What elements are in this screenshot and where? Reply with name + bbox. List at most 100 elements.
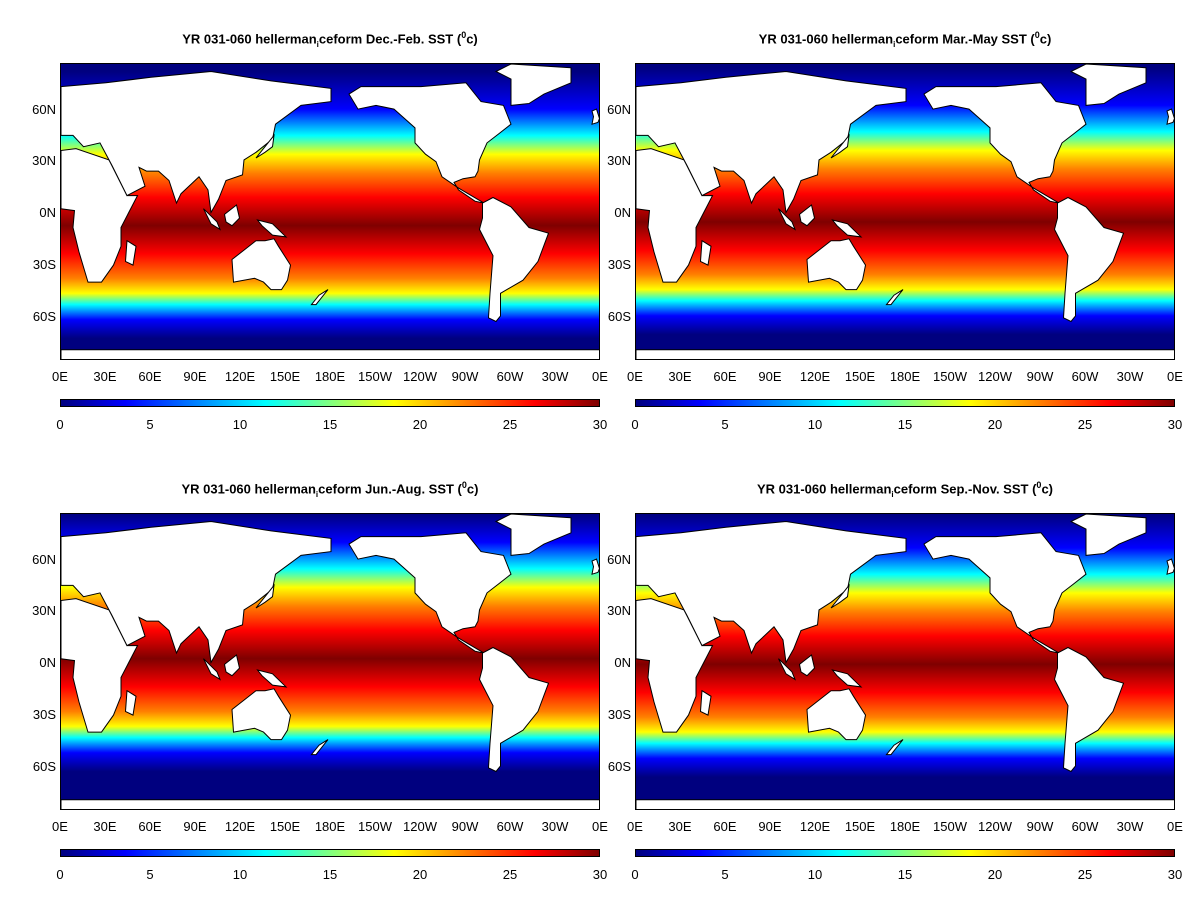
panel-title: YR 031-060 hellermaniceform Mar.-May SST… bbox=[758, 30, 1052, 49]
sst-field bbox=[61, 514, 599, 809]
land-mass bbox=[831, 669, 863, 688]
lon-label: 0E bbox=[592, 369, 608, 384]
lat-label: 0N bbox=[614, 655, 631, 670]
land-mass bbox=[61, 799, 599, 809]
land-mass bbox=[806, 688, 867, 741]
land-mass bbox=[203, 208, 222, 231]
colorbar-tick-label: 10 bbox=[232, 417, 248, 432]
land-mass bbox=[256, 669, 288, 688]
land-mass bbox=[478, 646, 550, 773]
lon-label: 120W bbox=[978, 369, 1012, 384]
lon-label: 0E bbox=[52, 819, 68, 834]
lon-label: 90W bbox=[1026, 819, 1054, 834]
lon-label: 30E bbox=[668, 819, 692, 834]
lon-label: 0E bbox=[1167, 819, 1183, 834]
lon-label: 120W bbox=[978, 819, 1012, 834]
land-mass bbox=[636, 799, 1174, 809]
colorbar bbox=[635, 849, 1175, 857]
land-mass bbox=[699, 689, 712, 716]
colorbar-tick-label: 0 bbox=[631, 867, 639, 882]
land-mass bbox=[885, 289, 904, 306]
lat-label: 60N bbox=[32, 102, 56, 117]
lon-label: 30W bbox=[1116, 819, 1144, 834]
colorbar-tick-label: 10 bbox=[807, 417, 823, 432]
colorbar-tick-label: 20 bbox=[412, 417, 428, 432]
lon-label: 150E bbox=[269, 819, 301, 834]
land-mass bbox=[61, 70, 332, 215]
land-mass bbox=[203, 658, 222, 681]
lon-label: 120W bbox=[403, 369, 437, 384]
land-mass bbox=[1069, 514, 1147, 556]
panel-title: YR 031-060 hellermaniceform Jun.-Aug. SS… bbox=[181, 480, 479, 499]
land-mass bbox=[1053, 196, 1125, 323]
land-mass bbox=[348, 82, 512, 204]
colorbar-tick-label: 30 bbox=[592, 867, 608, 882]
colorbar-tick-label: 25 bbox=[502, 417, 518, 432]
lat-label: 30N bbox=[607, 603, 631, 618]
lon-label: 90E bbox=[183, 369, 207, 384]
land-mass bbox=[636, 70, 907, 215]
land-mass bbox=[830, 583, 850, 609]
land-mass bbox=[494, 64, 572, 106]
lon-label: 180E bbox=[889, 819, 921, 834]
lon-label: 90E bbox=[758, 819, 782, 834]
land-mass bbox=[478, 196, 550, 323]
colorbar-tick-label: 15 bbox=[897, 867, 913, 882]
lat-label: 60S bbox=[32, 759, 56, 774]
lat-label: 60N bbox=[32, 552, 56, 567]
colorbar-tick-label: 20 bbox=[412, 867, 428, 882]
land-mass bbox=[310, 289, 329, 306]
lon-label: 30E bbox=[93, 369, 117, 384]
land-mass bbox=[255, 133, 275, 159]
lat-label: 60S bbox=[607, 759, 631, 774]
panel-title: YR 031-060 hellermaniceform Dec.-Feb. SS… bbox=[182, 30, 478, 49]
panel-title: YR 031-060 hellermaniceform Sep.-Nov. SS… bbox=[756, 480, 1053, 499]
lon-label: 90W bbox=[1026, 369, 1054, 384]
sst-field bbox=[636, 514, 1174, 809]
lon-label: 0E bbox=[1167, 369, 1183, 384]
lon-label: 60W bbox=[496, 369, 524, 384]
lon-label: 0E bbox=[627, 369, 643, 384]
colorbar-tick-label: 15 bbox=[322, 867, 338, 882]
land-mass bbox=[923, 82, 1087, 204]
land-mass bbox=[223, 204, 241, 227]
land-mass bbox=[223, 654, 241, 677]
lon-label: 120E bbox=[224, 819, 256, 834]
land-mass bbox=[699, 239, 712, 266]
colorbar-tick-label: 10 bbox=[232, 867, 248, 882]
land-mass bbox=[806, 238, 867, 291]
lon-label: 90E bbox=[183, 819, 207, 834]
lat-label: 30S bbox=[607, 257, 631, 272]
lon-label: 0E bbox=[52, 369, 68, 384]
land-mass bbox=[231, 688, 292, 741]
lon-label: 30W bbox=[1116, 369, 1144, 384]
lon-label: 0E bbox=[627, 819, 643, 834]
land-mass bbox=[798, 654, 816, 677]
colorbar bbox=[635, 399, 1175, 407]
land-mass bbox=[61, 520, 332, 665]
colorbar-tick-label: 25 bbox=[502, 867, 518, 882]
colorbar-tick-label: 15 bbox=[897, 417, 913, 432]
colorbar-tick-label: 20 bbox=[987, 417, 1003, 432]
land-mass bbox=[1053, 646, 1125, 773]
sst-field bbox=[636, 64, 1174, 359]
land-mass bbox=[1166, 558, 1174, 575]
lat-label: 30N bbox=[32, 603, 56, 618]
lon-label: 150W bbox=[933, 819, 967, 834]
sst-map bbox=[60, 513, 600, 810]
lat-label: 60S bbox=[607, 309, 631, 324]
lon-label: 90E bbox=[758, 369, 782, 384]
lon-label: 150E bbox=[844, 369, 876, 384]
colorbar-tick-label: 5 bbox=[721, 867, 729, 882]
colorbar bbox=[60, 399, 600, 407]
lon-label: 60E bbox=[713, 819, 737, 834]
colorbar-tick-label: 25 bbox=[1077, 417, 1093, 432]
lon-label: 60W bbox=[1071, 369, 1099, 384]
panel-mam: YR 031-060 hellermaniceform Mar.-May SST… bbox=[575, 0, 1183, 450]
land-mass bbox=[1166, 108, 1174, 125]
lon-label: 180E bbox=[314, 369, 346, 384]
lon-label: 120E bbox=[799, 369, 831, 384]
lon-label: 150W bbox=[358, 369, 392, 384]
land-mass bbox=[310, 739, 329, 756]
lon-label: 30E bbox=[668, 369, 692, 384]
